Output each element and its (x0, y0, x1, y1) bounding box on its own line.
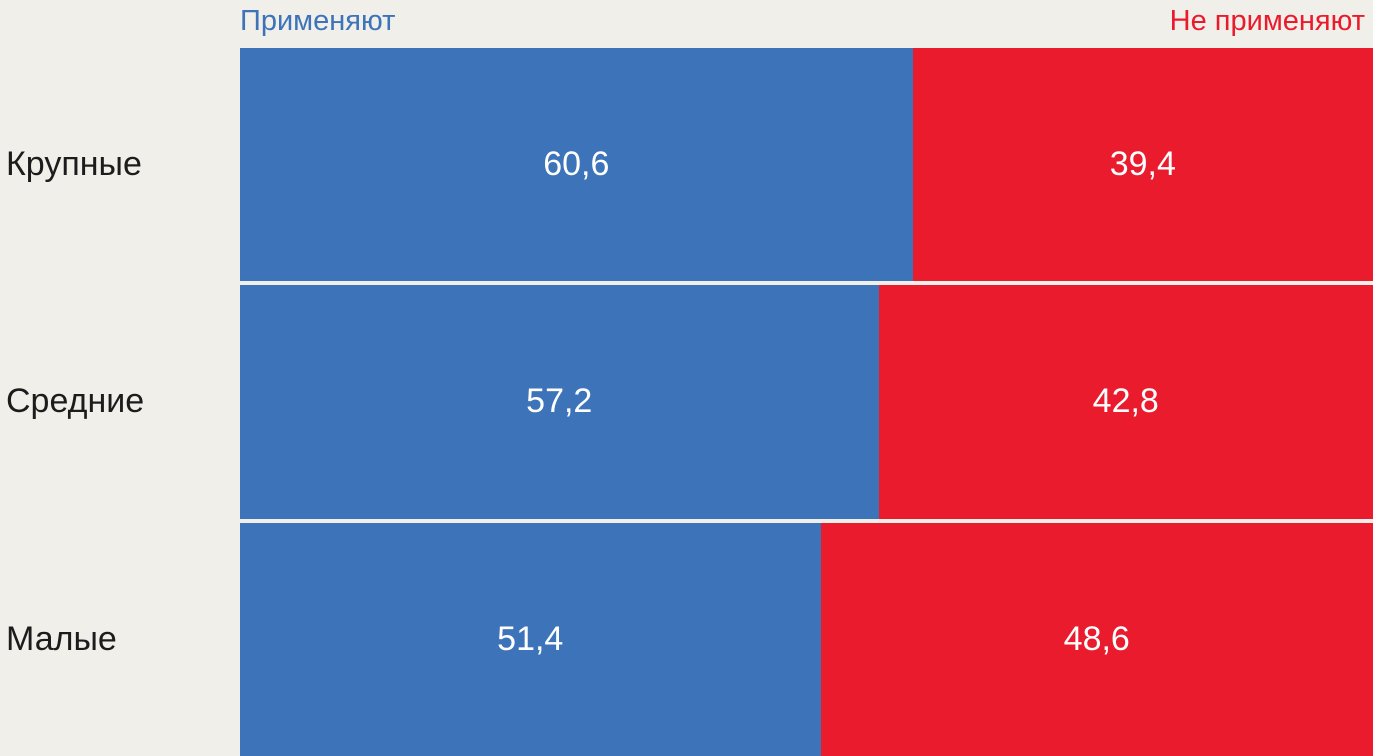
value-label-large-apply: 60,6 (543, 145, 610, 184)
value-label-small-not-apply: 48,6 (1063, 619, 1130, 658)
bar-small: 51,4 48,6 (240, 522, 1373, 756)
value-label-large-not-apply: 39,4 (1109, 145, 1176, 184)
legend-item-apply: Применяют (240, 5, 396, 37)
bar-row-medium: Средние 57,2 42,8 (0, 285, 1373, 519)
value-label-medium-not-apply: 42,8 (1092, 382, 1159, 421)
bar-segment-small-apply: 51,4 (240, 522, 821, 756)
bar-segment-medium-not-apply: 42,8 (878, 285, 1373, 519)
bar-row-small: Малые 51,4 48,6 (0, 522, 1373, 756)
bar-large: 60,6 39,4 (240, 47, 1373, 282)
value-label-small-apply: 51,4 (497, 619, 564, 658)
chart-rows: Крупные 60,6 39,4 Средние 57,2 42,8 (0, 47, 1373, 756)
category-label-large: Крупные (6, 145, 142, 184)
category-label-medium: Средние (6, 382, 145, 421)
bar-segment-medium-apply: 57,2 (240, 285, 879, 519)
bar-row-large: Крупные 60,6 39,4 (0, 47, 1373, 282)
bar-segment-large-apply: 60,6 (240, 47, 913, 282)
legend-item-not-apply: Не применяют (1169, 5, 1365, 37)
bar-medium: 57,2 42,8 (240, 285, 1373, 519)
bar-segment-small-not-apply: 48,6 (820, 522, 1373, 756)
category-label-small: Малые (6, 619, 117, 658)
chart-legend: Применяют Не применяют (0, 0, 1373, 48)
value-label-medium-apply: 57,2 (526, 382, 593, 421)
bar-segment-large-not-apply: 39,4 (912, 47, 1373, 282)
